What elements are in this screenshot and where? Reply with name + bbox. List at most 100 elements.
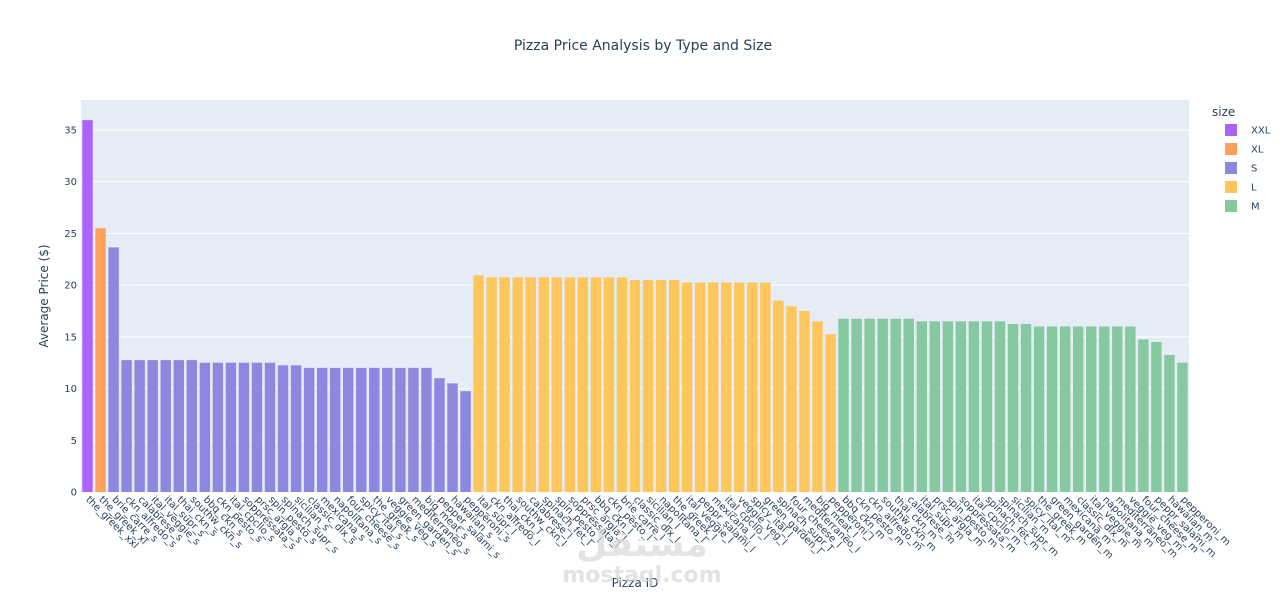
bar-mediterraneo-s [408, 367, 419, 492]
watermark-arabic: مستقل [576, 524, 708, 565]
bar-ckn-pesto-l [603, 277, 615, 492]
bar-green-garden-m [1046, 326, 1058, 492]
bar-pepperoni-m [1177, 362, 1188, 492]
bar-napolitana-s [329, 367, 341, 492]
bar-veggie-veg-l [734, 282, 745, 492]
bar-the-greek-l [668, 279, 680, 492]
bar-thai-ckn-s [173, 360, 184, 492]
bar-mediterraneo-l [799, 310, 810, 492]
bar-spicy-ital-m [1020, 323, 1032, 492]
bars [82, 120, 1188, 492]
bar-big-meat-s [421, 367, 432, 492]
bar-the-greek-s [369, 367, 380, 492]
bar-ckn-alfredo-l [486, 277, 497, 492]
bar-prsc-argla-m [929, 321, 941, 492]
bar-pepperoni-l [825, 334, 836, 492]
bar-mexicana-s [316, 367, 328, 492]
bar-spinach-supr-m [994, 321, 1006, 492]
y-axis-title: Average Price ($) [37, 244, 51, 347]
bar-prsc-argla-s [251, 362, 263, 492]
bar-spin-pesto-l [551, 277, 563, 492]
bar-ckn-pesto-m [851, 318, 862, 492]
legend-label-xl[interactable]: XL [1251, 145, 1264, 156]
bar-veggie-veg-m [1125, 326, 1136, 492]
bar-the-greek-xxl [82, 120, 93, 492]
y-tick-label: 35 [64, 125, 77, 136]
bar-green-garden-s [395, 367, 406, 492]
bar-brie-carre-l [616, 277, 628, 492]
bar-bbq-ckn-s [199, 362, 211, 492]
bar-southw-ckn-s [186, 360, 198, 492]
bar-napolitana-l [655, 279, 667, 492]
bar-spicy-ital-l [747, 282, 758, 492]
bar-pepper-salami-s [434, 378, 445, 492]
bar-spinach-fet-l [538, 277, 549, 492]
bar-ital-supr-l [473, 275, 484, 492]
y-tick-label: 15 [64, 332, 77, 343]
bar-thai-ckn-m [890, 318, 901, 492]
bar-green-garden-l [760, 282, 771, 492]
bar-the-greek-xl [95, 228, 106, 492]
bar-sicilian-m [1007, 323, 1019, 492]
legend-label-xxl[interactable]: XXL [1251, 126, 1271, 137]
bar-mexicana-m [1059, 326, 1071, 492]
watermark: مستقل mostaql.com [562, 524, 721, 588]
bar-southw-ckn-l [512, 277, 523, 492]
bar-classic-dlx-s [303, 367, 315, 492]
bar-hawaiian-s [447, 383, 458, 492]
bar-classic-dlx-l [629, 279, 641, 492]
bar-ckn-pesto-s [212, 362, 224, 492]
legend-swatch-xl[interactable] [1225, 143, 1237, 155]
bar-brie-carre-s [108, 247, 119, 492]
bar-ital-veggie-l [681, 282, 693, 492]
x-tick-labels: the_greek_xxlthe_greek_xlbrie_carre_sckn… [83, 494, 1232, 561]
bar-soppressata-s [238, 362, 250, 492]
bar-ital-supr-s [160, 360, 171, 492]
legend-swatch-m[interactable] [1225, 200, 1237, 212]
chart-title: Pizza Price Analysis by Type and Size [514, 38, 772, 54]
bar-four-cheese-s [343, 367, 354, 492]
bar-spin-pesto-m [942, 321, 954, 492]
bar-calabrese-m [903, 318, 914, 492]
bar-calabrese-l [525, 277, 536, 492]
y-tick-label: 20 [64, 281, 77, 292]
legend-swatch-l[interactable] [1225, 181, 1237, 193]
y-tick-label: 30 [64, 177, 77, 188]
legend: size XXL XL SLM [1212, 105, 1271, 213]
bar-bbq-ckn-l [590, 277, 602, 492]
bar-mexicana-l [707, 282, 719, 492]
bar-mediterraneo-m [1112, 326, 1123, 492]
bar-calabrese-s [134, 360, 145, 492]
bar-soppressata-l [564, 277, 576, 492]
legend-swatch-s[interactable] [1225, 162, 1237, 174]
y-tick-label: 25 [64, 229, 77, 240]
bar-spinach-supr-s [277, 365, 289, 492]
bar-ital-veggie-s [147, 360, 158, 492]
bar-sicilian-s [290, 365, 302, 492]
bar-peppr-salami-m [1151, 342, 1162, 492]
legend-label-s[interactable]: S [1251, 164, 1257, 175]
bar-classic-dlx-m [1072, 326, 1084, 492]
bar-veggie-veg-s [382, 367, 393, 492]
x-axis-title: Pizza ID [612, 576, 659, 590]
bar-spinach-supr-l [773, 300, 784, 492]
bar-ital-supr-m [916, 321, 927, 492]
bar-soppressata-m [955, 321, 967, 492]
watermark-latin: mostaql.com [562, 563, 721, 588]
bar-pepperoni-s [460, 391, 471, 492]
bar-four-cheese-l [786, 306, 797, 492]
y-tick-label: 10 [64, 384, 77, 395]
bar-ital-cpcllo-m [968, 321, 980, 492]
legend-label-l[interactable]: L [1251, 183, 1257, 194]
bar-thai-ckn-l [499, 277, 510, 492]
bar-ital-cpcllo-s [225, 362, 237, 492]
legend-label-m[interactable]: M [1251, 202, 1260, 213]
bar-napolitana-m [1099, 326, 1110, 492]
bar-spin-pesto-s [264, 362, 276, 492]
legend-swatch-xxl[interactable] [1225, 124, 1237, 136]
bar-peppr-salami-l [694, 282, 706, 492]
legend-title: size [1212, 105, 1235, 119]
bar-southw-ckn-m [877, 318, 888, 492]
bar-ckn-alfredo-m [864, 318, 875, 492]
